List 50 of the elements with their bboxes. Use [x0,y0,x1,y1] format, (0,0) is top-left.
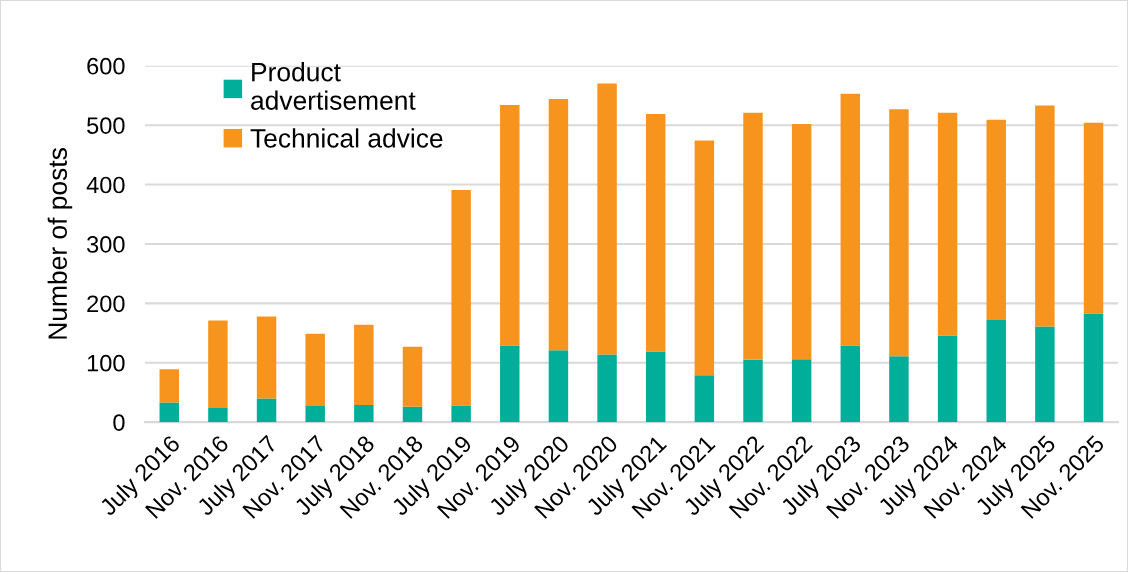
bar [548,350,569,423]
bar [889,356,909,423]
bar [840,345,861,423]
bar [1035,105,1055,327]
bar [597,83,617,355]
bar [256,398,277,423]
bar [451,405,471,423]
bar [986,119,1006,320]
bar [597,354,617,423]
y-tick-label: 500 [87,117,125,134]
bar [500,104,520,346]
bar [986,319,1006,423]
bar [354,404,374,423]
bar [451,189,471,406]
bar [694,140,715,376]
legend-label: Technical advice [250,128,443,148]
y-tick-label: 300 [87,236,125,253]
bar [500,345,520,423]
bar [1083,122,1104,314]
y-tick-label: 100 [87,354,125,372]
bar [791,123,812,360]
y-tick-label: 400 [86,176,125,194]
bar [208,320,228,408]
bar [402,406,423,423]
bar [1035,326,1055,423]
y-tick-label: 600 [87,57,125,75]
bar [159,402,179,423]
bar [548,99,569,351]
bar [743,359,763,423]
bar [791,359,812,423]
bar [840,93,861,346]
bar [743,112,763,360]
y-tick-label: 200 [87,295,125,313]
bar [305,333,325,407]
bar [645,351,666,423]
bar [694,375,715,423]
y-tick-label: 0 [113,414,125,431]
bar [159,369,179,403]
bar [402,346,423,407]
bar [645,113,666,352]
bar [1083,313,1104,423]
y-axis-title: Number of posts [47,148,73,339]
bar [305,406,325,423]
bar [354,324,374,405]
bar [256,316,277,399]
bar [889,109,909,357]
bar [937,335,958,423]
legend-label: Product advertisement [251,62,416,110]
bar [208,407,228,423]
bar [937,112,958,336]
